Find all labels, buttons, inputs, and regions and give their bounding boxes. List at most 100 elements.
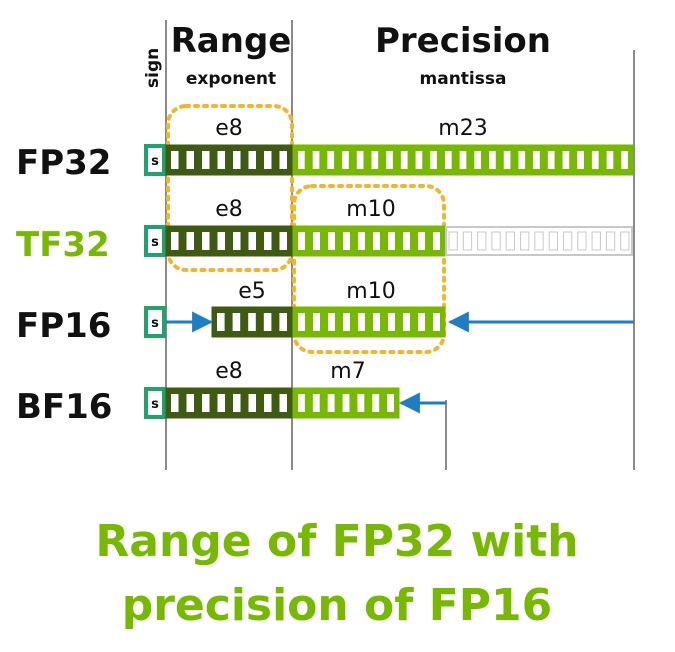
padding-bits-tf32-cell bbox=[462, 231, 473, 251]
exponent-bits-fp16-cell bbox=[263, 313, 272, 331]
sign-bit-tf32 bbox=[144, 225, 166, 257]
padding-bits-tf32-cell bbox=[534, 231, 544, 251]
exponent-bits-bf16-cell bbox=[202, 394, 210, 412]
mantissa-bits-bf16-cell bbox=[312, 394, 320, 412]
exponent-bits-tf32-cell bbox=[279, 232, 287, 250]
exponent-bits-fp32-cell bbox=[264, 151, 272, 169]
exponent-bits-fp16-cell bbox=[248, 313, 256, 331]
exponent-bits-bf16-cell bbox=[264, 394, 272, 412]
exponent-label-fp16: e5 bbox=[238, 279, 266, 304]
format-label-fp16: FP16 bbox=[16, 306, 111, 346]
padding-bits-tf32-cell bbox=[577, 231, 587, 251]
sign-label-fp32: s bbox=[151, 154, 159, 169]
exponent-label-fp32: e8 bbox=[215, 116, 243, 141]
mantissa-bits-fp32-cell bbox=[474, 151, 482, 169]
mantissa-bits-fp32-cell bbox=[327, 151, 335, 169]
mantissa-bits-fp32-cell bbox=[621, 151, 628, 169]
caption-line-2: precision of FP16 bbox=[122, 580, 553, 631]
header-range: Range bbox=[171, 21, 292, 61]
header-precision: Precision bbox=[375, 21, 551, 61]
mantissa-bits-tf32-cell bbox=[298, 232, 305, 250]
sign-label-bf16: s bbox=[151, 397, 159, 412]
exponent-bits-tf32-cell bbox=[202, 232, 210, 250]
exponent-bits-fp32-cell bbox=[233, 151, 241, 169]
mantissa-bits-tf32-cell bbox=[433, 232, 440, 250]
sign-label-fp16: s bbox=[151, 316, 159, 331]
mantissa-bits-fp32 bbox=[292, 144, 634, 176]
sign-bit-fp16 bbox=[144, 306, 166, 338]
exponent-bits-bf16-cell bbox=[233, 394, 241, 412]
mantissa-bits-fp32-cell bbox=[606, 151, 614, 169]
exponent-bits-fp16-cell bbox=[217, 313, 225, 331]
padding-bits-tf32-cell bbox=[505, 231, 516, 251]
exponent-bits-fp32-cell bbox=[171, 151, 179, 169]
mantissa-bits-tf32-cell bbox=[388, 232, 395, 250]
exponent-bits-tf32-cell bbox=[217, 232, 225, 250]
mantissa-bits-fp32-cell bbox=[298, 151, 305, 169]
mantissa-bits-fp32-cell bbox=[489, 151, 496, 169]
exponent-bits-bf16-cell bbox=[279, 394, 287, 412]
mantissa-label-tf32: m10 bbox=[346, 197, 395, 222]
exponent-bits-fp16 bbox=[211, 306, 293, 338]
format-label-tf32: TF32 bbox=[16, 225, 110, 265]
exponent-bits-fp32-cell bbox=[279, 151, 287, 169]
mantissa-bits-fp32-cell bbox=[459, 151, 467, 169]
mantissa-bits-fp32-cell bbox=[577, 151, 584, 169]
exponent-bits-bf16-cell bbox=[248, 394, 256, 412]
mantissa-label-fp32: m23 bbox=[438, 116, 487, 141]
exponent-bits-tf32-cell bbox=[264, 232, 272, 250]
exponent-bits-fp32-frame bbox=[165, 144, 293, 176]
padding-bits-tf32-cell bbox=[605, 231, 616, 251]
mantissa-bits-bf16-cell bbox=[372, 394, 380, 412]
mantissa-bits-bf16-cell bbox=[387, 394, 394, 412]
mantissa-bits-fp32-cell bbox=[386, 151, 393, 169]
mantissa-bits-fp32-cell bbox=[533, 151, 540, 169]
mantissa-bits-fp16-cell bbox=[418, 313, 425, 331]
exponent-label-tf32: e8 bbox=[215, 197, 243, 222]
exponent-bits-bf16-cell bbox=[171, 394, 179, 412]
format-label-fp32: FP32 bbox=[16, 143, 111, 183]
padding-bits-tf32-cell bbox=[520, 231, 530, 251]
sign-bit-bf16 bbox=[144, 387, 166, 419]
mantissa-label-fp16: m10 bbox=[346, 279, 395, 304]
sign-label-tf32: s bbox=[151, 235, 159, 250]
mantissa-bits-bf16-cell bbox=[342, 394, 350, 412]
mantissa-bits-fp32-cell bbox=[356, 151, 364, 169]
mantissa-bits-fp16-cell bbox=[343, 313, 350, 331]
padding-bits-tf32-cell bbox=[591, 231, 601, 251]
mantissa-bits-bf16 bbox=[292, 387, 400, 419]
mantissa-bits-bf16-cell bbox=[298, 394, 305, 412]
padding-bits-tf32-cell bbox=[548, 231, 558, 251]
mantissa-bits-fp32-cell bbox=[342, 151, 349, 169]
mantissa-bits-fp32-cell bbox=[415, 151, 423, 169]
mantissa-bits-fp32-cell bbox=[371, 151, 379, 169]
exponent-bits-tf32-cell bbox=[186, 232, 194, 250]
mantissa-bits-fp32-cell bbox=[562, 151, 570, 169]
padding-bits-tf32-cell bbox=[620, 231, 630, 251]
mantissa-bits-fp16-cell bbox=[373, 313, 380, 331]
exponent-bits-bf16-cell bbox=[186, 394, 194, 412]
exponent-bits-fp16-cell bbox=[279, 313, 287, 331]
mantissa-bits-fp32-cell bbox=[547, 151, 555, 169]
padding-bits-tf32 bbox=[445, 226, 633, 256]
mantissa-bits-tf32-cell bbox=[418, 232, 425, 250]
header-exponent: exponent bbox=[186, 69, 276, 89]
padding-bits-tf32-cell bbox=[562, 231, 573, 251]
mantissa-bits-fp32-cell bbox=[591, 151, 599, 169]
mantissa-bits-fp32-cell bbox=[312, 151, 320, 169]
exponent-bits-fp32 bbox=[165, 144, 293, 176]
mantissa-bits-fp32-cell bbox=[503, 151, 511, 169]
mantissa-bits-tf32 bbox=[292, 225, 446, 257]
mantissa-bits-fp16-cell bbox=[358, 313, 365, 331]
mantissa-bits-tf32-cell bbox=[358, 232, 365, 250]
exponent-bits-fp32-cell bbox=[202, 151, 210, 169]
mantissa-bits-fp32-cell bbox=[400, 151, 408, 169]
exponent-label-bf16: e8 bbox=[215, 359, 243, 384]
mantissa-bits-bf16-cell bbox=[327, 394, 335, 412]
sign-bit-fp32 bbox=[144, 144, 166, 176]
format-label-bf16: BF16 bbox=[16, 387, 112, 427]
mantissa-bits-fp16-cell bbox=[403, 313, 410, 331]
padding-bits-tf32-cell bbox=[448, 231, 458, 251]
caption-line-1: Range of FP32 with bbox=[95, 516, 578, 567]
mantissa-bits-tf32-cell bbox=[328, 232, 335, 250]
